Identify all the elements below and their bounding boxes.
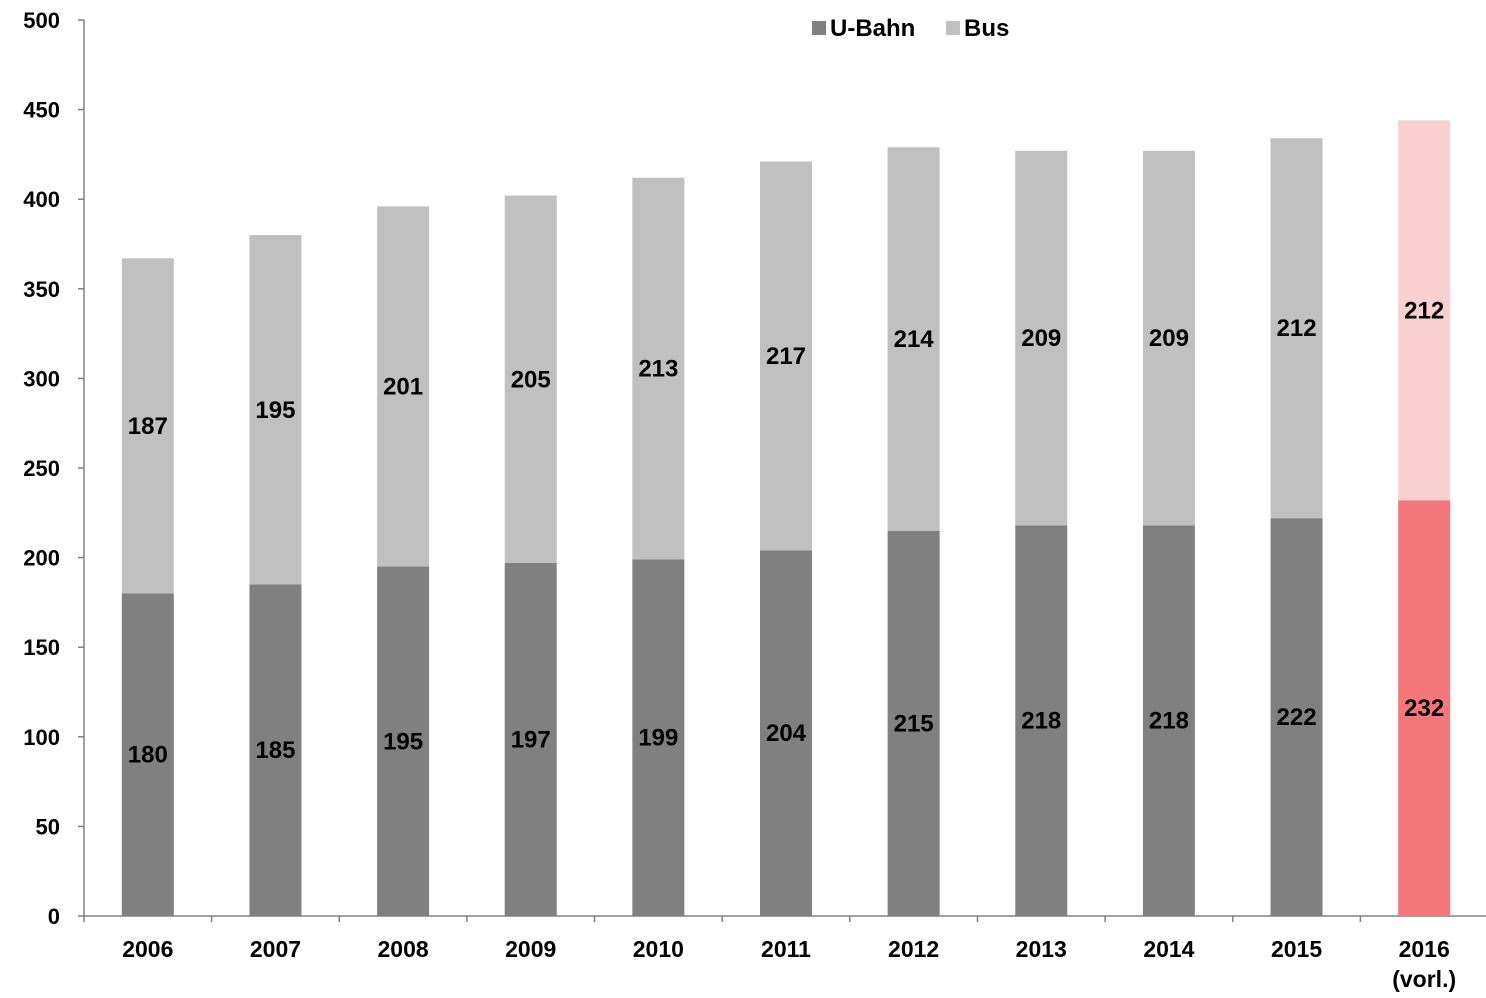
x-tick-label: 2015	[1271, 936, 1322, 962]
data-label: 195	[255, 397, 295, 424]
data-label: 199	[638, 725, 678, 752]
y-tick-label: 500	[23, 8, 60, 33]
bar-ubahn	[121, 593, 174, 916]
bar-bus	[504, 195, 557, 563]
bar-ubahn	[377, 566, 430, 916]
data-label: 209	[1149, 325, 1189, 352]
bar-ubahn	[1142, 525, 1195, 916]
bar-bus	[632, 177, 685, 560]
x-axis: 2006 2007 2008 2009 2010 2011 2012 2013 2014 2015…	[83, 915, 1486, 992]
y-tick-label: 250	[23, 456, 60, 481]
data-label: 218	[1149, 708, 1189, 735]
bar-ubahn	[632, 559, 685, 916]
legend: U-Bahn Bus	[812, 15, 1009, 42]
x-tick-label: 2008	[378, 936, 429, 962]
legend-swatch	[946, 21, 960, 35]
data-label: 201	[383, 373, 423, 400]
legend-swatch	[812, 21, 826, 35]
bar-bus	[1270, 138, 1323, 519]
data-label: 185	[255, 737, 295, 764]
y-tick-label: 100	[23, 725, 60, 750]
x-tick-label: 2006	[122, 936, 173, 962]
x-tick-label: 2011	[761, 936, 811, 962]
x-tick-label: 2016 (vorl.)	[1392, 936, 1456, 992]
x-tick-label: 2007	[250, 936, 301, 962]
data-labels: 180 187 185 195 195 201 197 205 199 213 204 217 215 2…	[128, 297, 1444, 768]
data-label: 180	[128, 742, 168, 769]
legend-label: U-Bahn	[830, 15, 915, 42]
data-label: 204	[766, 720, 807, 747]
data-label: 205	[511, 366, 551, 393]
bar-ubahn	[887, 530, 940, 916]
data-label: 197	[511, 726, 551, 753]
legend-label: Bus	[964, 15, 1009, 42]
data-label: 215	[894, 710, 934, 737]
x-tick-label: 2012	[888, 936, 939, 962]
x-tick-label: 2013	[1016, 936, 1067, 962]
bar-bus	[1015, 150, 1068, 526]
y-tick-label: 50	[36, 814, 60, 839]
bar-bus	[760, 161, 812, 551]
bar-ubahn	[1270, 518, 1323, 916]
bar-ubahn	[760, 550, 812, 916]
bars	[121, 120, 1451, 916]
data-label: 217	[766, 343, 806, 370]
y-tick-label: 0	[48, 904, 60, 929]
bar-bus	[377, 206, 430, 567]
y-tick-label: 400	[23, 187, 60, 212]
bar-ubahn	[1015, 525, 1068, 916]
data-label: 195	[383, 728, 423, 755]
bar-bus	[249, 235, 302, 585]
data-label: 232	[1404, 695, 1444, 722]
y-tick-label: 350	[23, 277, 60, 302]
x-tick-label: 2010	[633, 936, 684, 962]
bar-bus	[1142, 150, 1195, 526]
bar-bus	[121, 258, 174, 594]
data-label: 187	[128, 413, 168, 440]
y-axis: 0 50 100 150 200 250 300 350 400 450 500	[23, 8, 85, 929]
data-label: 218	[1021, 708, 1061, 735]
y-tick-label: 450	[23, 98, 60, 123]
x-tick-label: 2014	[1143, 936, 1194, 962]
data-label: 222	[1277, 704, 1317, 731]
data-label: 209	[1021, 325, 1061, 352]
data-label: 212	[1277, 315, 1317, 342]
bar-bus	[887, 147, 940, 531]
bar-ubahn	[1398, 500, 1451, 916]
data-label: 212	[1404, 297, 1444, 324]
data-label: 213	[638, 356, 678, 383]
data-label: 214	[894, 326, 935, 353]
x-tick-label: 2009	[505, 936, 556, 962]
y-tick-label: 300	[23, 366, 60, 391]
bar-bus	[1398, 120, 1451, 501]
bar-ubahn	[504, 562, 557, 916]
y-tick-label: 150	[23, 635, 60, 660]
bar-ubahn	[249, 584, 302, 916]
y-tick-label: 200	[23, 546, 60, 571]
